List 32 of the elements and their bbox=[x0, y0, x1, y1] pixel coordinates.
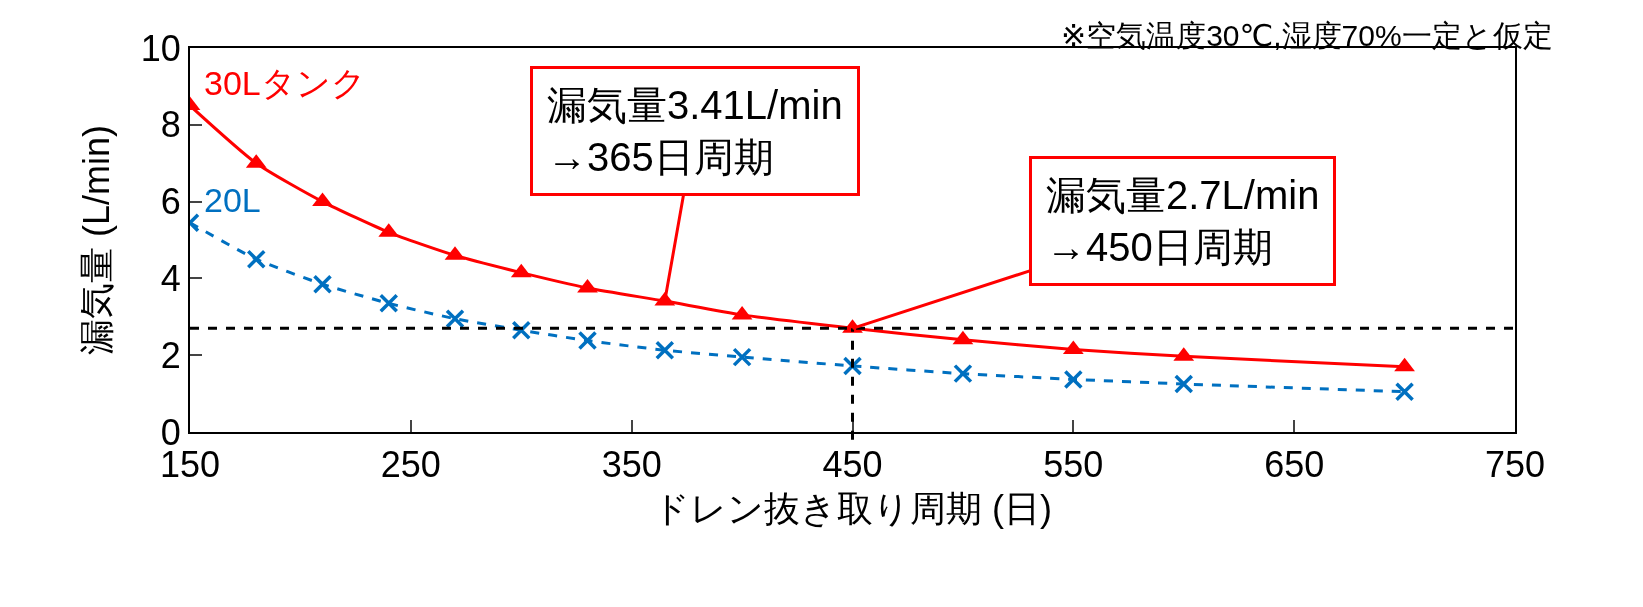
point bbox=[312, 192, 333, 207]
y-tick-label: 4 bbox=[160, 258, 181, 299]
annotation: 漏気量3.41L/min →365日周期 bbox=[547, 83, 843, 179]
y-tick-label: 2 bbox=[160, 334, 181, 376]
point bbox=[1394, 381, 1415, 402]
point bbox=[379, 293, 399, 314]
x-tick-label: 250 bbox=[380, 444, 441, 486]
y-axis-title: 漏気量 (L/min) bbox=[76, 124, 118, 356]
x-tick-label: 150 bbox=[159, 444, 221, 486]
annotation: 漏気量2.7L/min →450日周期 bbox=[1046, 173, 1320, 269]
x-tick-label: 350 bbox=[601, 444, 662, 486]
point bbox=[312, 274, 333, 294]
x-tick-label: 550 bbox=[1043, 444, 1104, 486]
x-tick-label: 450 bbox=[822, 444, 883, 486]
point bbox=[246, 249, 266, 269]
series-label: 20L bbox=[204, 181, 261, 219]
point bbox=[953, 363, 973, 384]
x-axis-title: ドレン抜き取り周期 (日) bbox=[653, 488, 1052, 530]
y-tick-label: 10 bbox=[140, 27, 181, 69]
point bbox=[732, 347, 752, 367]
point bbox=[1063, 369, 1084, 390]
point bbox=[1174, 374, 1194, 394]
y-tick-label: 8 bbox=[160, 104, 181, 146]
point bbox=[577, 330, 598, 351]
point bbox=[511, 320, 531, 340]
y-tick-label: 6 bbox=[160, 181, 181, 223]
point bbox=[1394, 357, 1415, 372]
x-tick-label: 650 bbox=[1264, 444, 1325, 486]
x-tick-label: 750 bbox=[1484, 444, 1546, 486]
series-label: 30Lタンク bbox=[204, 64, 366, 102]
point bbox=[655, 340, 675, 360]
point bbox=[445, 308, 465, 329]
